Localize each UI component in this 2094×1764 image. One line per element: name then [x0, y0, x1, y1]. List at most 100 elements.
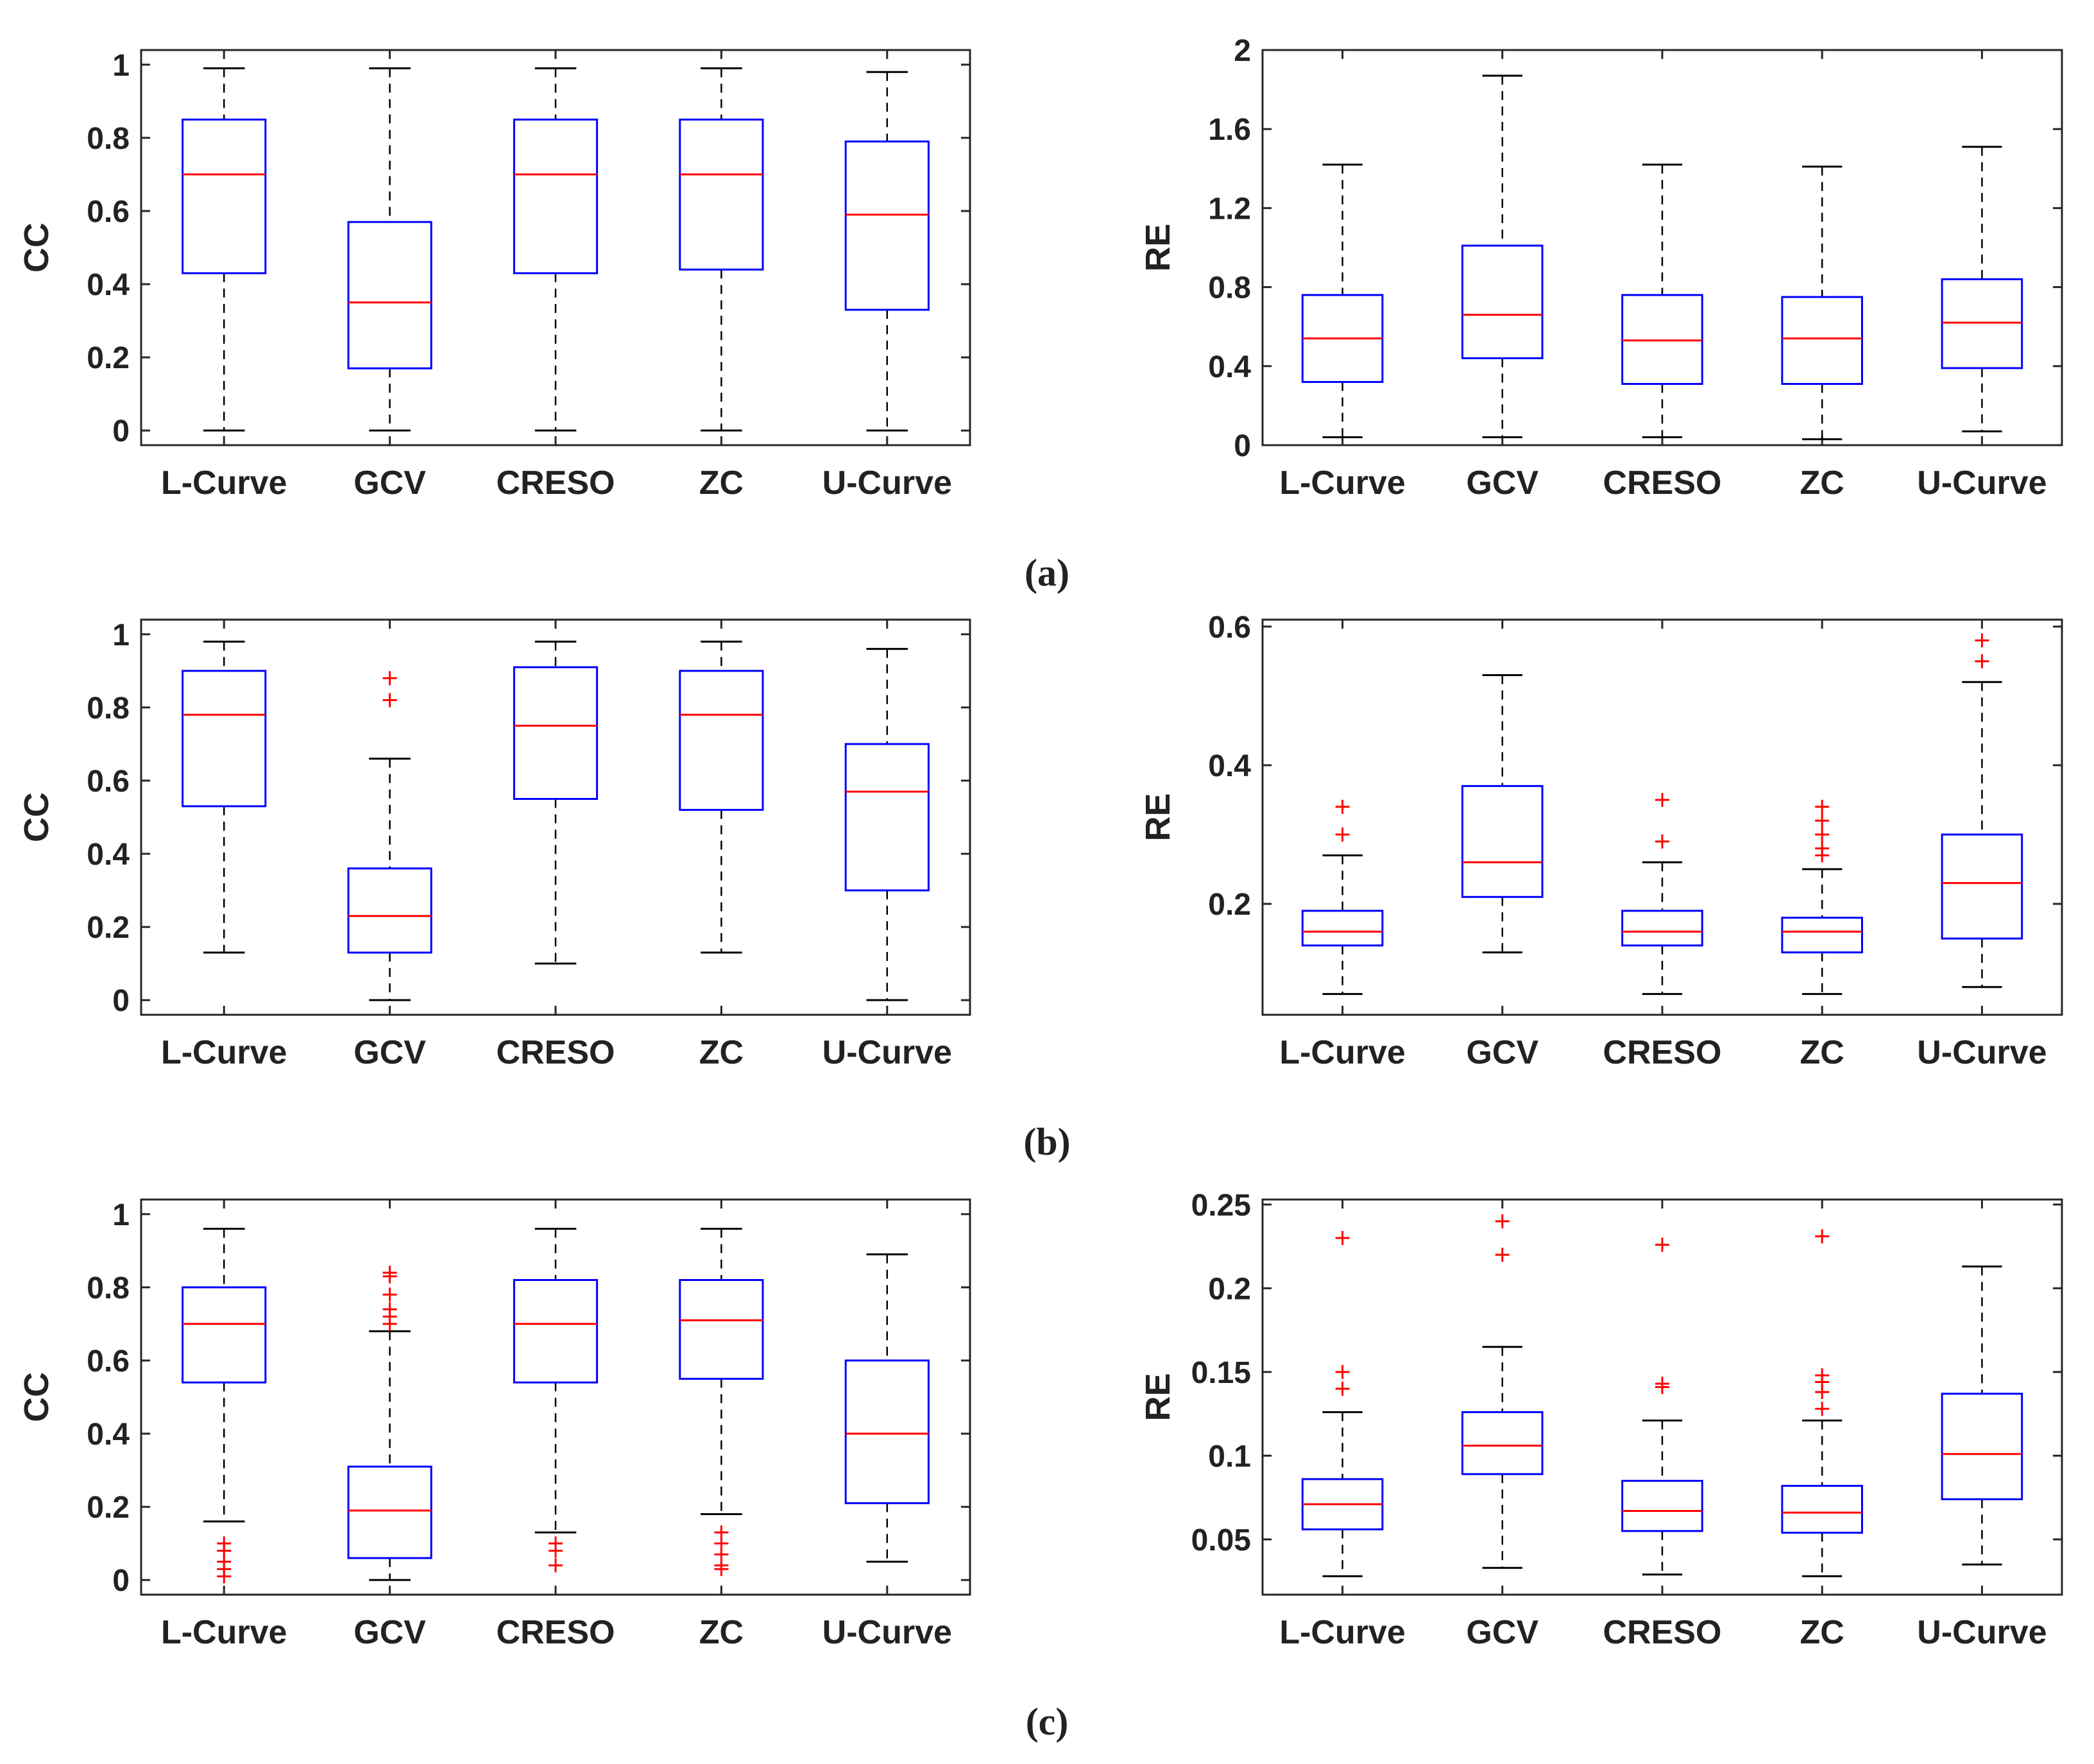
y-axis-label: CC	[17, 223, 56, 273]
box-gcv: GCV	[1461, 1200, 1544, 1651]
box-u-curve: U-Curve	[822, 1200, 952, 1651]
box-creso: CRESO	[1603, 1200, 1722, 1651]
box-creso: CRESO	[497, 50, 615, 502]
x-category-label: L-Curve	[1279, 464, 1405, 502]
y-tick-label: 1	[112, 618, 130, 652]
outlier-marker	[1335, 1231, 1350, 1246]
iqr-box	[844, 1359, 930, 1504]
iqr-box	[679, 670, 764, 811]
outlier-marker	[382, 671, 397, 686]
outlier-marker	[1655, 834, 1669, 849]
y-tick-label: 0.25	[1191, 1189, 1251, 1223]
x-category-label: L-Curve	[161, 1034, 287, 1071]
axes-frame	[1261, 618, 2063, 1016]
box-l-curve: L-Curve	[161, 50, 287, 502]
iqr-box	[1461, 784, 1544, 898]
iqr-box	[1941, 1393, 2023, 1500]
y-tick-label: 0.8	[87, 691, 130, 725]
y-tick-label: 0.4	[87, 268, 130, 302]
iqr-box	[182, 670, 267, 808]
x-category-label: ZC	[699, 1614, 744, 1651]
x-category-label: L-Curve	[1279, 1034, 1405, 1071]
x-category-label: L-Curve	[161, 1614, 287, 1651]
chart-panel-4: 0.2 0.4 0.6 RE L-Curve GCV CRESO ZC U-Curve	[1139, 611, 2063, 1071]
iqr-box	[1461, 244, 1544, 359]
chart-panel-5: 0 0.2 0.4 0.6 0.8 1 CC L-Curve GCV CRESO ZC U-Curve	[17, 1198, 971, 1651]
x-category-label: U-Curve	[1917, 464, 2047, 502]
box-gcv: GCV	[347, 1200, 432, 1651]
outlier-marker	[1655, 1237, 1669, 1252]
iqr-box	[1461, 1411, 1544, 1475]
box-creso: CRESO	[497, 620, 615, 1071]
box-creso: CRESO	[1603, 620, 1722, 1071]
x-category-label: CRESO	[497, 1034, 615, 1071]
box-u-curve: U-Curve	[822, 50, 952, 502]
box-l-curve: L-Curve	[161, 620, 287, 1071]
box-u-curve: U-Curve	[1917, 50, 2047, 502]
box-l-curve: L-Curve	[1279, 620, 1406, 1071]
outlier-marker	[1815, 1402, 1830, 1416]
y-tick-label: 1.2	[1208, 192, 1251, 226]
box-l-curve: L-Curve	[1279, 50, 1406, 502]
chart-panel-6: 0.05 0.1 0.15 0.2 0.25 RE L-Curve GCV CRESO ZC U-C…	[1139, 1189, 2063, 1651]
box-zc: ZC	[679, 50, 764, 502]
outlier-marker	[714, 1525, 729, 1540]
y-tick-label: 0.1	[1208, 1439, 1251, 1473]
iqr-box	[513, 1278, 599, 1384]
x-category-label: ZC	[1800, 464, 1844, 502]
x-category-label: U-Curve	[1917, 1614, 2047, 1651]
x-category-label: GCV	[353, 1034, 426, 1071]
outlier-marker	[1815, 841, 1830, 856]
iqr-box	[1941, 278, 2023, 369]
y-tick-label: 0.8	[1208, 271, 1251, 305]
outlier-marker	[549, 1536, 563, 1551]
x-category-label: CRESO	[1603, 1614, 1722, 1651]
box-gcv: GCV	[347, 50, 432, 502]
iqr-box	[1621, 294, 1703, 386]
y-tick-label: 0.4	[87, 838, 130, 872]
y-tick-label: 0.05	[1191, 1523, 1251, 1557]
iqr-box	[1621, 910, 1703, 947]
iqr-box	[1941, 833, 2023, 940]
iqr-box	[1781, 296, 1863, 386]
box-gcv: GCV	[347, 620, 432, 1071]
chart-panel-3: 0 0.2 0.4 0.6 0.8 1 CC L-Curve GCV CRESO ZC U-Curve	[17, 618, 971, 1071]
box-zc: ZC	[1781, 1200, 1863, 1651]
box-creso: CRESO	[497, 1200, 615, 1651]
iqr-box	[513, 118, 599, 275]
caption-b: (b)	[1023, 1121, 1070, 1163]
outlier-marker	[1975, 633, 1989, 648]
y-axis-label: RE	[1139, 793, 1177, 841]
iqr-box	[1781, 1484, 1863, 1534]
iqr-box	[347, 867, 432, 954]
y-tick-label: 0	[112, 1564, 130, 1598]
x-category-label: ZC	[699, 464, 744, 502]
y-axis-label: RE	[1139, 223, 1177, 271]
iqr-box	[347, 221, 432, 369]
y-tick-label: 1	[112, 1198, 130, 1232]
outlier-marker	[549, 1558, 563, 1573]
box-gcv: GCV	[1461, 620, 1544, 1071]
outlier-marker	[382, 693, 397, 708]
y-tick-label: 0.6	[1208, 611, 1251, 645]
iqr-box	[513, 666, 599, 800]
box-gcv: GCV	[1461, 50, 1544, 502]
iqr-box	[1301, 910, 1384, 947]
x-category-label: GCV	[353, 1614, 426, 1651]
x-category-label: CRESO	[1603, 1034, 1722, 1071]
x-category-label: U-Curve	[822, 1614, 952, 1651]
outlier-marker	[217, 1536, 232, 1551]
outlier-marker	[382, 1287, 397, 1302]
chart-panel-1: 0 0.2 0.4 0.6 0.8 1 CC L-Curve GCV CRESO ZC U-Curve	[17, 49, 971, 502]
panels-layer: 0 0.2 0.4 0.6 0.8 1 CC L-Curve GCV CRESO ZC U-Curve…	[17, 34, 2063, 1651]
chart-panel-2: 0 0.4 0.8 1.2 1.6 2 RE L-Curve GCV CRESO ZC U-Curve	[1139, 34, 2063, 502]
y-axis-label: CC	[17, 792, 56, 842]
outlier-marker	[1495, 1214, 1510, 1228]
y-tick-label: 0.6	[87, 765, 130, 799]
y-tick-label: 0.2	[87, 911, 130, 945]
outlier-marker	[1975, 654, 1989, 668]
y-tick-label: 0.15	[1191, 1356, 1251, 1390]
outlier-marker	[1815, 1229, 1830, 1244]
y-tick-label: 0.8	[87, 122, 130, 156]
